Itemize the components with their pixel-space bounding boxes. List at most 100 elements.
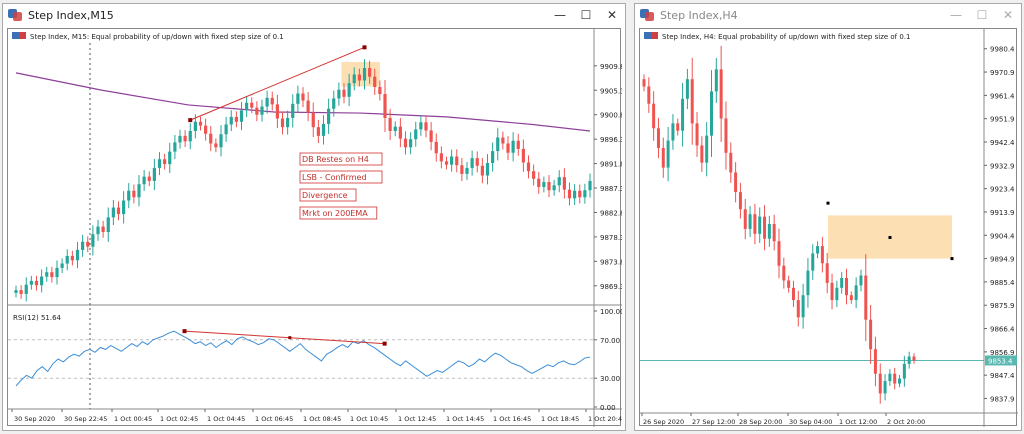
candle-body [106, 217, 110, 233]
time-tick-label: 1 Oct 06:45 [255, 415, 293, 423]
chart-area-m15[interactable]: 9909.8 9905.3 9900.8 9896.3 9891.8 9887.3 9882… [7, 28, 622, 427]
candle-body [782, 265, 786, 281]
candle-body [840, 278, 844, 288]
rsi-line [15, 330, 591, 387]
price-tick-label: 9913.9 [990, 209, 1015, 217]
candle-body [260, 106, 264, 115]
candle-body [173, 142, 177, 152]
candle-body [516, 140, 520, 149]
annotation-box [299, 170, 383, 184]
candle-body [96, 226, 100, 235]
time-tick-label: 27 Sep 12:00 [692, 418, 735, 426]
time-tick-label: 1 Oct 12:45 [398, 415, 436, 423]
candle-body [429, 130, 433, 142]
time-tick-label: 1 Oct 04:45 [207, 415, 245, 423]
chart-header-text: Step Index, H4: Equal probability of up/… [662, 33, 911, 41]
candle-body [912, 356, 916, 361]
current-price-badge [985, 355, 1017, 366]
rsi-tick-label: 70.00 [600, 337, 620, 345]
annotation-box [299, 188, 357, 202]
candle-body [557, 177, 561, 186]
candle-body [825, 263, 829, 283]
candle-body [362, 67, 367, 81]
chart-window-m15[interactable]: Step Index,M15 — ☐ ✕ 9909.89905.39900.89… [2, 3, 626, 431]
candle-body [178, 135, 182, 143]
candle-body [652, 103, 656, 129]
price-tick-label: 9878.3 [600, 234, 622, 242]
m15-chart-svg[interactable]: 9909.8 9905.3 9900.8 9896.3 9891.8 9887.3 9882… [8, 29, 622, 427]
annotation-label: DB Restes on H4 [302, 155, 369, 164]
candle-body [301, 93, 305, 101]
chart-header-icon [644, 32, 651, 39]
price-tick-label: 9961.4 [990, 92, 1015, 100]
minimize-button[interactable]: — [950, 8, 962, 22]
h4-chart-svg[interactable]: 9980.4 9970.9 9961.4 9951.9 9942.4 9932.9 9923… [640, 29, 1018, 427]
close-button[interactable]: ✕ [606, 8, 618, 22]
candle-body [869, 319, 873, 350]
candle-body [714, 69, 718, 92]
candle-body [787, 280, 791, 288]
price-tick-label: 9951.9 [990, 116, 1015, 124]
title-bar[interactable]: Step Index,M15 — ☐ ✕ [3, 4, 625, 26]
current-price-label: 9853.4 [988, 357, 1013, 365]
candle-body [542, 182, 546, 187]
candle-body [496, 137, 500, 152]
candle-body [729, 152, 733, 173]
candle-body [439, 153, 443, 162]
price-tick-label: 9885.4 [990, 279, 1015, 287]
candle-body [45, 272, 49, 277]
price-tick-label: 9837.9 [990, 396, 1015, 404]
candle-body [337, 89, 341, 99]
candle-body [738, 192, 742, 210]
title-bar[interactable]: Step Index,H4 — ☐ ✕ [635, 4, 1021, 26]
candle-body [409, 139, 413, 148]
candle-body [710, 91, 713, 136]
price-tick-label: 9980.4 [990, 46, 1015, 54]
candle-body [163, 159, 167, 165]
annotation-box [299, 152, 383, 166]
candle-body [168, 151, 172, 165]
candle-body [250, 102, 254, 108]
candle-body [239, 110, 244, 122]
candle-body [676, 123, 680, 131]
price-tick-label: 9923.4 [990, 186, 1015, 194]
candle-body [373, 76, 377, 87]
zone-anchor [826, 201, 830, 205]
candle-body [332, 98, 336, 109]
candle-body [873, 349, 877, 374]
candle-body [444, 161, 449, 165]
chart-area-h4[interactable]: 9980.4 9970.9 9961.4 9951.9 9942.4 9932.9 9923… [639, 28, 1018, 427]
price-tick-label: 9869.3 [600, 283, 622, 291]
candle-body [816, 246, 820, 254]
candle-body [122, 200, 126, 215]
candle-body [209, 133, 213, 144]
candle-body [50, 272, 54, 278]
maximize-button[interactable]: ☐ [976, 8, 988, 22]
candle-body [450, 156, 454, 165]
price-tick-label: 9847.4 [990, 372, 1015, 380]
candle-body [116, 207, 121, 215]
candle-body [368, 67, 372, 77]
candle-body [455, 156, 459, 166]
candle-body [86, 241, 90, 247]
candle-body [588, 180, 592, 191]
candle-body [321, 123, 326, 136]
price-tick-label: 9932.9 [990, 162, 1015, 170]
maximize-button[interactable]: ☐ [580, 8, 592, 22]
chart-window-h4[interactable]: Step Index,H4 — ☐ ✕ 9980.4 9970.9 9961.4 99… [634, 3, 1022, 431]
close-button[interactable]: ✕ [1002, 8, 1014, 22]
candle-body [419, 122, 423, 130]
candle-body [40, 276, 44, 286]
candle-body [864, 275, 868, 320]
candle-body [296, 93, 300, 104]
candle-body [234, 116, 238, 122]
candle-body [878, 373, 882, 394]
chart-app-icon [640, 9, 654, 21]
candle-body [327, 108, 331, 124]
candle-body [573, 190, 577, 199]
candle-body [820, 246, 824, 264]
minimize-button[interactable]: — [554, 8, 566, 22]
candle-body [796, 300, 800, 318]
time-tick-label: 1 Oct 02:45 [160, 415, 198, 423]
rsi-tick-label: 30.00 [600, 375, 620, 383]
